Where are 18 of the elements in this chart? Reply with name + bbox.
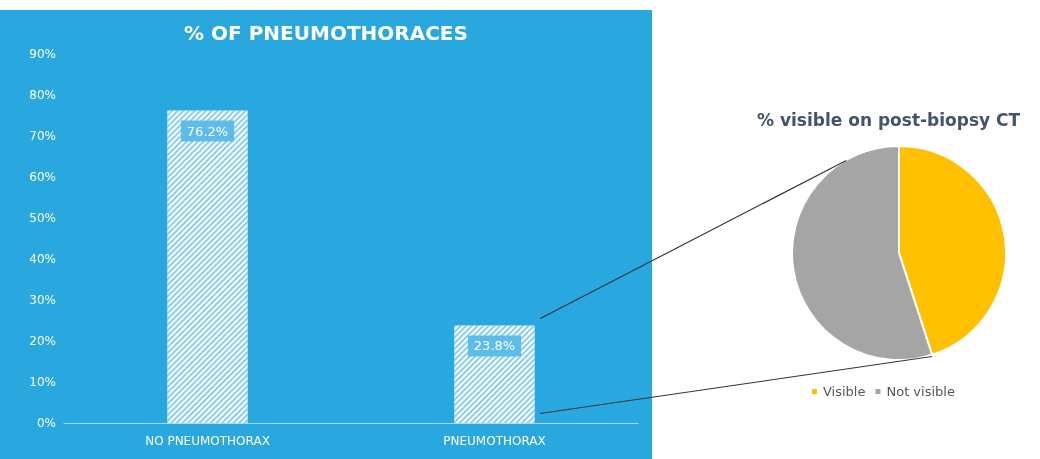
chart-title: % visible on post-biopsy CT <box>757 109 1021 130</box>
y-tick-label: 90% <box>29 47 56 61</box>
x-tick-label: PNEUMOTHORAX <box>443 434 546 448</box>
data-label: 23.8% <box>473 338 516 354</box>
y-tick-label: 60% <box>29 170 56 184</box>
y-tick-label: 50% <box>29 211 56 225</box>
y-tick-label: 10% <box>29 375 56 389</box>
legend-label: Visible <box>823 384 866 399</box>
y-tick-label: 80% <box>29 88 56 102</box>
chart-title: % OF PNEUMOTHORACES <box>184 21 468 45</box>
y-tick-label: 30% <box>29 293 56 307</box>
y-tick-label: 0% <box>36 416 56 430</box>
legend-label: Not visible <box>886 384 955 399</box>
x-tick-label: NO PNEUMOTHORAX <box>145 434 270 448</box>
y-tick-label: 70% <box>29 129 56 143</box>
y-tick-label: 20% <box>29 334 56 348</box>
y-tick-label: 40% <box>29 252 56 266</box>
data-label: 76.2% <box>186 123 229 139</box>
